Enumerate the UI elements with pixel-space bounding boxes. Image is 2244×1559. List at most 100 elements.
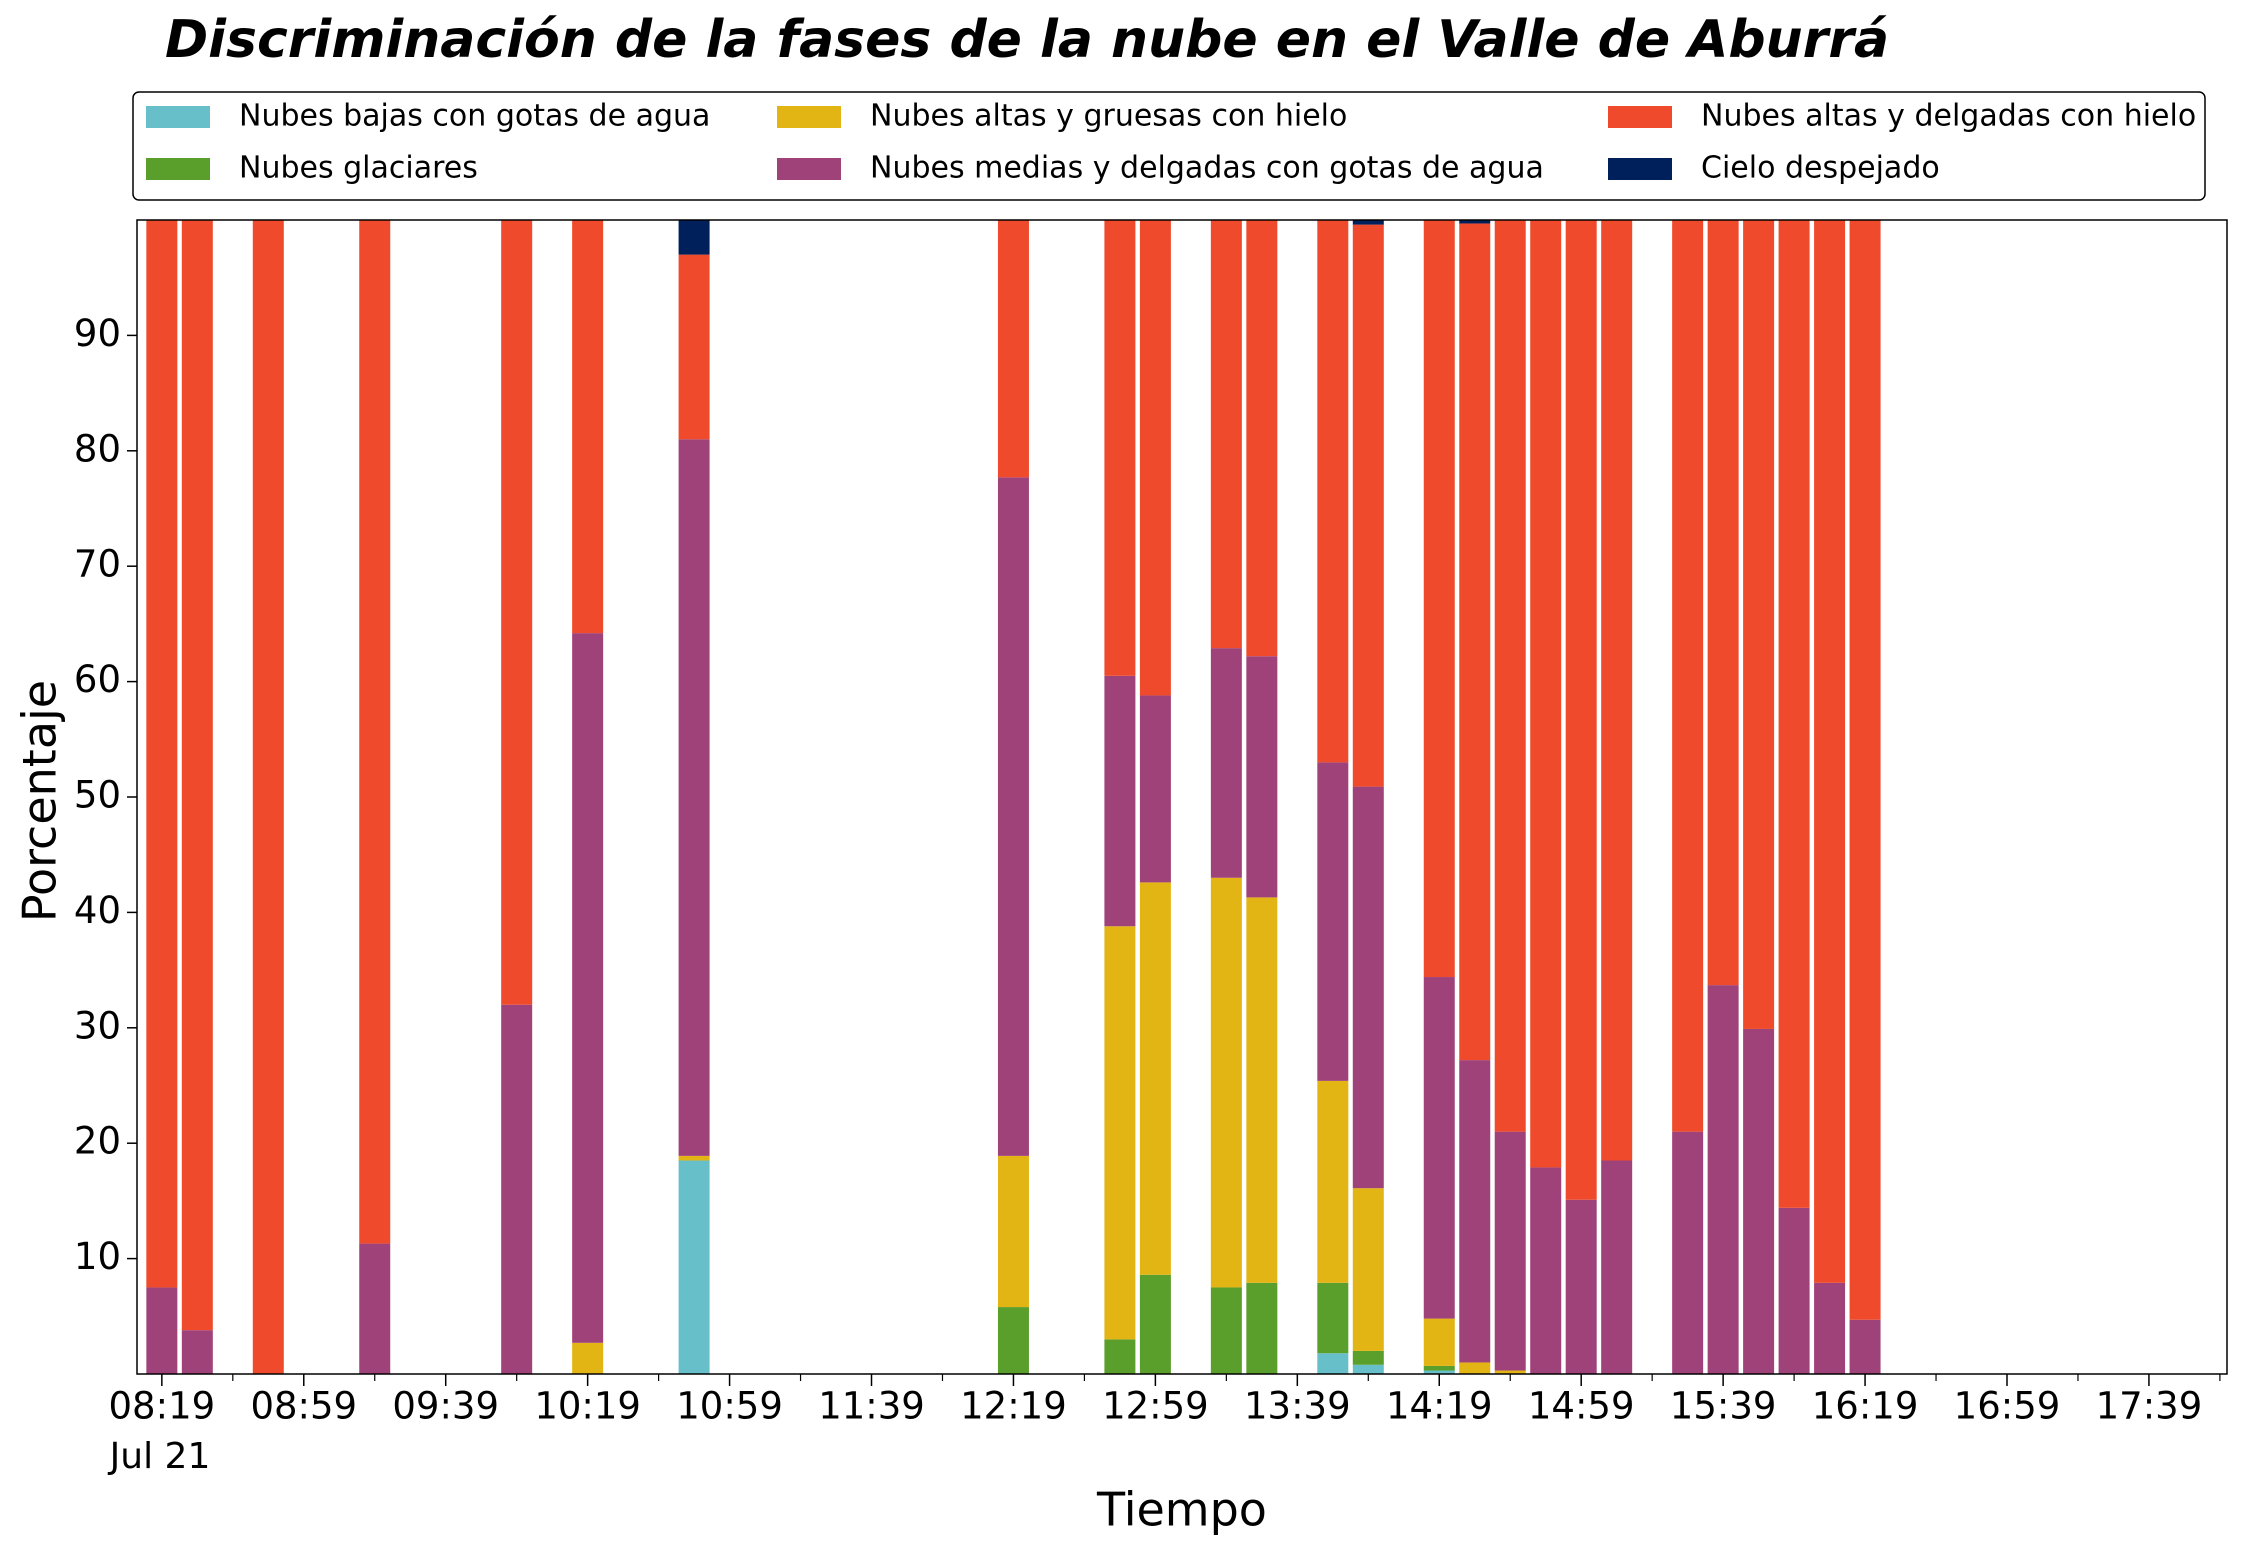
bar-segment xyxy=(1104,675,1136,927)
bar-segment xyxy=(1352,1350,1384,1365)
bar-segment xyxy=(1210,648,1242,878)
bar-segment xyxy=(1246,220,1278,657)
bar-segment xyxy=(1352,224,1384,787)
x-tick-label: 11:39 xyxy=(818,1385,925,1428)
bar-segment xyxy=(997,477,1029,1156)
y-tick-label: 30 xyxy=(74,1004,121,1047)
legend-label: Nubes bajas con gotas de agua xyxy=(239,99,710,134)
bar-segment xyxy=(359,1243,391,1374)
bar-segment xyxy=(359,220,391,1244)
bar-segment xyxy=(1246,897,1278,1283)
bar-segment xyxy=(1210,1287,1242,1374)
legend-swatch xyxy=(146,106,210,128)
bar-segment xyxy=(572,633,604,1343)
bar-segment xyxy=(1352,1188,1384,1351)
bar-segment xyxy=(1104,1339,1136,1374)
bar-segment xyxy=(1139,220,1171,696)
bar-segment xyxy=(1743,220,1775,1029)
legend-label: Nubes medias y delgadas con gotas de agu… xyxy=(870,151,1544,186)
x-tick-label: 14:19 xyxy=(1386,1385,1493,1428)
bar-segment xyxy=(1352,786,1384,1189)
bar-segment xyxy=(1459,223,1491,1061)
legend-swatch xyxy=(777,158,841,180)
bar-segment xyxy=(1601,220,1633,1161)
legend-label: Nubes altas y gruesas con hielo xyxy=(870,99,1347,134)
x-date-label: Jul 21 xyxy=(108,1436,211,1477)
bar-segment xyxy=(1494,220,1526,1132)
bar-segment xyxy=(1139,882,1171,1275)
bar-segment xyxy=(252,220,284,1374)
y-tick-label: 90 xyxy=(74,312,121,355)
bar-segment xyxy=(1317,1080,1349,1283)
bar-segment xyxy=(1672,220,1704,1132)
x-tick-label: 08:19 xyxy=(109,1385,216,1428)
bar-segment xyxy=(1104,926,1136,1340)
x-tick-label: 10:19 xyxy=(534,1385,641,1428)
bar-segment xyxy=(1317,762,1349,1081)
bar-segment xyxy=(1778,1207,1810,1374)
bar-segment xyxy=(1459,1060,1491,1363)
bar-segment xyxy=(678,220,710,255)
bar-segment xyxy=(1352,220,1384,225)
bar-segment xyxy=(572,220,604,634)
bar-segment xyxy=(1210,877,1242,1288)
bar-segment xyxy=(1423,1318,1455,1366)
bar-segment xyxy=(181,1330,213,1374)
x-tick-label: 10:59 xyxy=(676,1385,783,1428)
bar-segment xyxy=(1849,1319,1881,1374)
bar-segment xyxy=(678,1155,710,1161)
bar-segment xyxy=(1814,220,1846,1283)
legend-swatch xyxy=(146,158,210,180)
bar-segment xyxy=(1352,1364,1384,1374)
bar-segment xyxy=(1423,1370,1455,1374)
bar-segment xyxy=(1849,220,1881,1320)
legend-label: Nubes glaciares xyxy=(239,151,478,186)
bar-segment xyxy=(572,1342,604,1374)
x-tick-label: 13:39 xyxy=(1244,1385,1351,1428)
bar-segment xyxy=(678,254,710,440)
bar-segment xyxy=(1565,1199,1597,1374)
bar-segment xyxy=(1707,220,1739,986)
bar-segment xyxy=(1139,695,1171,883)
legend-box xyxy=(132,91,2206,201)
bar-segment xyxy=(1423,977,1455,1319)
x-tick-label: 15:39 xyxy=(1670,1385,1777,1428)
bar-segment xyxy=(1778,220,1810,1208)
bar-segment xyxy=(1494,1131,1526,1371)
bar-segment xyxy=(1743,1028,1775,1374)
chart-title: Discriminación de la fases de la nube en… xyxy=(165,10,1889,70)
bar-segment xyxy=(997,1307,1029,1374)
x-tick-label: 16:19 xyxy=(1812,1385,1919,1428)
bar-segment xyxy=(997,220,1029,478)
y-tick-label: 20 xyxy=(74,1120,121,1163)
legend-label: Cielo despejado xyxy=(1701,151,1940,186)
bar-segment xyxy=(146,1287,178,1374)
bar-segment xyxy=(1104,220,1136,676)
bar-segment xyxy=(1530,1167,1562,1374)
bar-segment xyxy=(1565,220,1597,1200)
bar-segment xyxy=(1814,1282,1846,1374)
bar-segment xyxy=(678,1160,710,1374)
bar-segment xyxy=(1530,220,1562,1168)
x-tick-label: 09:39 xyxy=(392,1385,499,1428)
x-axis-label: Tiempo xyxy=(1096,1483,1267,1537)
bar-segment xyxy=(1246,656,1278,898)
bar-segment xyxy=(1139,1274,1171,1374)
y-tick-label: 60 xyxy=(74,658,121,701)
legend-label: Nubes altas y delgadas con hielo xyxy=(1701,99,2196,134)
x-tick-label: 16:59 xyxy=(1954,1385,2061,1428)
bar-segment xyxy=(181,220,213,1331)
bar-segment xyxy=(1672,1131,1704,1374)
x-tick-label: 12:59 xyxy=(1102,1385,1209,1428)
y-axis-label: Porcentaje xyxy=(13,680,67,922)
bar-segment xyxy=(501,1004,533,1374)
bar-segment xyxy=(1317,1282,1349,1354)
bar-segment xyxy=(1459,1362,1491,1374)
bar-segment xyxy=(997,1155,1029,1308)
legend-swatch xyxy=(777,106,841,128)
bar-segment xyxy=(1210,220,1242,649)
y-tick-label: 70 xyxy=(74,543,121,586)
plot-frame xyxy=(136,219,2228,1375)
y-tick-label: 80 xyxy=(74,427,121,470)
